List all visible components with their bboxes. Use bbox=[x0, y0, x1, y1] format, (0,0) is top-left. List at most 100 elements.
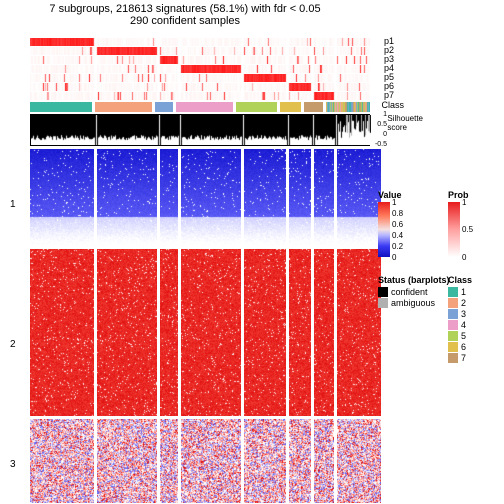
legend-swatch bbox=[448, 342, 458, 352]
class-segment bbox=[280, 102, 301, 112]
heatmap-tile bbox=[337, 419, 381, 503]
legend-item: 5 bbox=[448, 331, 472, 341]
legend-swatch bbox=[448, 298, 458, 308]
legend-label: 5 bbox=[461, 331, 466, 341]
legend-swatch bbox=[448, 353, 458, 363]
heatmap-tile bbox=[337, 249, 381, 416]
heatmap-row-group bbox=[30, 419, 370, 503]
heatmap-tile bbox=[160, 419, 178, 503]
heatmap-tile bbox=[244, 149, 286, 246]
legend-label: 1 bbox=[461, 287, 466, 297]
heatmap-tile bbox=[289, 419, 311, 503]
heatmap-row-group bbox=[30, 249, 370, 416]
legend-label: ambiguous bbox=[391, 298, 435, 308]
heatmap-tile bbox=[30, 149, 94, 246]
legend-tick: 0.5 bbox=[462, 225, 473, 235]
legend-label: 4 bbox=[461, 320, 466, 330]
legend-label: 3 bbox=[461, 309, 466, 319]
class-bar-label: Class bbox=[381, 100, 404, 110]
prob-row-label: p7 bbox=[384, 90, 394, 100]
prob-row-p3: p3 bbox=[30, 56, 370, 64]
heatmap-tile bbox=[160, 149, 178, 246]
silhouette-tick: 0 bbox=[383, 131, 387, 138]
class-segment bbox=[176, 102, 234, 112]
legend-item: ambiguous bbox=[378, 298, 450, 308]
legend-item: 4 bbox=[448, 320, 472, 330]
legend-label: 6 bbox=[461, 342, 466, 352]
heatmap-tile bbox=[97, 249, 157, 416]
value-legend: Value 10.80.60.40.20 bbox=[378, 190, 402, 257]
heatmap-tile bbox=[337, 149, 381, 246]
heatmap-tile bbox=[314, 419, 334, 503]
title-line-2: 290 confident samples bbox=[0, 15, 370, 27]
value-gradient bbox=[378, 202, 390, 257]
legend-tick: 0 bbox=[392, 253, 396, 263]
title-line-1: 7 subgroups, 218613 signatures (58.1%) w… bbox=[0, 3, 370, 15]
prob-row-p7: p7 bbox=[30, 92, 370, 100]
heatmap-tile bbox=[160, 249, 178, 416]
row-group-label-2: 2 bbox=[10, 339, 16, 350]
status-legend-title: Status (barplots) bbox=[378, 275, 450, 285]
silhouette-tick: 1 bbox=[383, 111, 387, 118]
legend-item: 6 bbox=[448, 342, 472, 352]
prob-row-p2: p2 bbox=[30, 47, 370, 55]
legend-item: 7 bbox=[448, 353, 472, 363]
heatmap-tile bbox=[181, 249, 241, 416]
silhouette-tick: 0.5 bbox=[377, 121, 387, 128]
heatmap-tile bbox=[30, 249, 94, 416]
legend-item: confident bbox=[378, 287, 450, 297]
legend-swatch bbox=[448, 287, 458, 297]
probability-tracks: p1p2p3p4p5p6p7 bbox=[30, 38, 370, 100]
heatmap-tile bbox=[30, 419, 94, 503]
silhouette-tick: -0.5 bbox=[375, 141, 387, 148]
status-legend: Status (barplots) confidentambiguous bbox=[378, 275, 450, 309]
value-legend-title: Value bbox=[378, 190, 402, 200]
row-group-label-1: 1 bbox=[10, 199, 16, 210]
class-segment bbox=[155, 102, 172, 112]
legend-tick: 0.6 bbox=[392, 220, 403, 230]
legend-label: confident bbox=[391, 287, 428, 297]
row-group-label-3: 3 bbox=[10, 459, 16, 470]
class-annotation-bar: Class bbox=[30, 102, 370, 112]
prob-legend: Prob 10.50 bbox=[448, 190, 469, 257]
heatmap-row-group bbox=[30, 149, 370, 246]
legend-tick: 0.8 bbox=[392, 209, 403, 219]
legend-swatch bbox=[378, 287, 388, 297]
legend-tick: 1 bbox=[462, 198, 466, 208]
heatmap-tile bbox=[289, 149, 311, 246]
legend-swatch bbox=[448, 320, 458, 330]
heatmap-tile bbox=[314, 249, 334, 416]
heatmap-tile bbox=[244, 249, 286, 416]
heatmap-tile bbox=[97, 149, 157, 246]
legend-tick: 0 bbox=[462, 253, 466, 263]
legend-swatch bbox=[448, 331, 458, 341]
heatmap-figure: p1p2p3p4p5p6p7 Class Silhouettescore 10.… bbox=[30, 38, 370, 493]
heatmap-tile bbox=[244, 419, 286, 503]
heatmap-tile bbox=[314, 149, 334, 246]
legend-tick: 0.4 bbox=[392, 231, 403, 241]
silhouette-label: Silhouettescore bbox=[387, 114, 423, 132]
prob-row-p4: p4 bbox=[30, 65, 370, 73]
class-legend-title: Class bbox=[448, 275, 472, 285]
class-segment bbox=[30, 102, 92, 112]
main-heatmap: 1 2 3 bbox=[30, 149, 370, 497]
legend-label: 7 bbox=[461, 353, 466, 363]
class-segment bbox=[304, 102, 323, 112]
legend-tick: 1 bbox=[392, 198, 396, 208]
legend-item: 1 bbox=[448, 287, 472, 297]
legend-swatch bbox=[378, 298, 388, 308]
prob-row-p5: p5 bbox=[30, 74, 370, 82]
legend-swatch bbox=[448, 309, 458, 319]
legend-item: 2 bbox=[448, 298, 472, 308]
heatmap-tile bbox=[181, 149, 241, 246]
legend-item: 3 bbox=[448, 309, 472, 319]
prob-row-p6: p6 bbox=[30, 83, 370, 91]
prob-gradient bbox=[448, 202, 460, 257]
heatmap-tile bbox=[289, 249, 311, 416]
silhouette-track: Silhouettescore 10.50-0.5 bbox=[30, 114, 370, 146]
class-segment bbox=[236, 102, 276, 112]
heatmap-tile bbox=[97, 419, 157, 503]
class-segment bbox=[95, 102, 153, 112]
heatmap-tile bbox=[181, 419, 241, 503]
prob-row-p1: p1 bbox=[30, 38, 370, 46]
